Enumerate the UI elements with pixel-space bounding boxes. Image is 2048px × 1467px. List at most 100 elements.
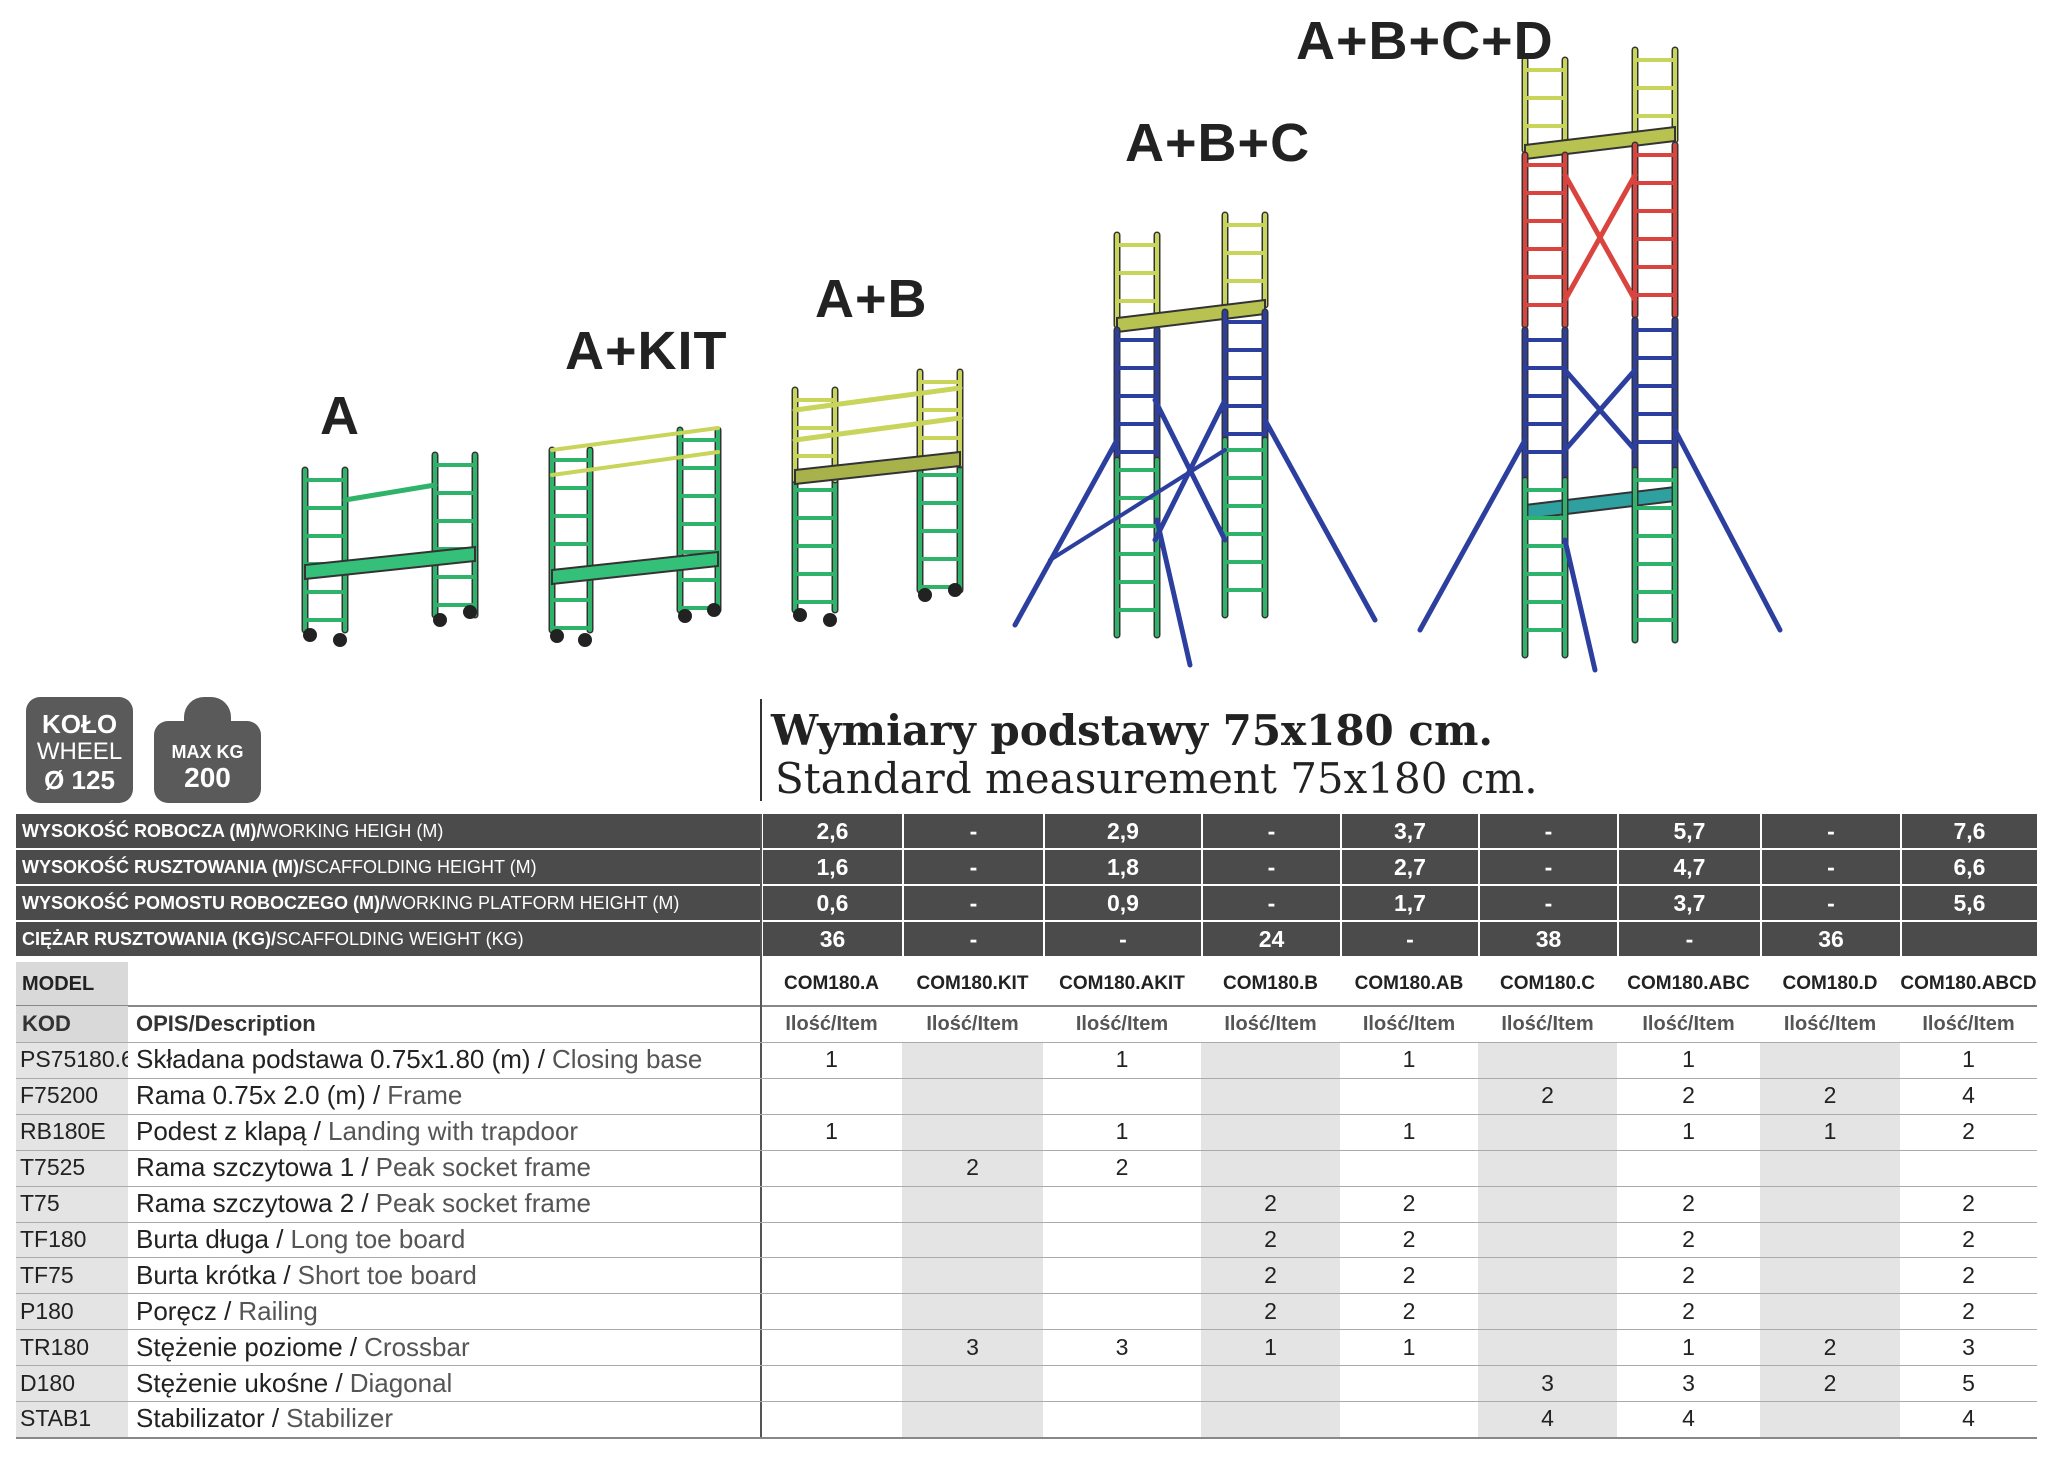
item-qty: 2	[1823, 1082, 1837, 1109]
item-qty: 2	[1962, 1190, 1975, 1217]
item-desc-en: Stabilizer	[286, 1403, 394, 1434]
config-label: A+KIT	[565, 321, 728, 381]
model-name: COM180.B	[1222, 973, 1319, 994]
item-qty: 1	[1682, 1118, 1695, 1145]
weight-body: MAX KG 200	[154, 721, 261, 803]
item-desc-en: Peak socket frame	[375, 1152, 591, 1183]
spec-label: WYSOKOŚĆ ROBOCZA (M)/WORKING HEIGH (M)	[16, 814, 761, 848]
item-desc: Stabilizator / Stabilizer	[136, 1401, 761, 1437]
row-line	[16, 1149, 2037, 1151]
item-code: F75200	[20, 1082, 99, 1109]
item-qty: 2	[1682, 1225, 1695, 1252]
item-desc-en: Crossbar	[364, 1331, 470, 1362]
spec-value: 24	[1203, 922, 1340, 956]
item-header: Ilość/Item	[1501, 1012, 1594, 1035]
item-qty: 2	[1264, 1261, 1277, 1288]
spec-value: -	[1762, 850, 1900, 884]
row-line	[16, 1401, 2037, 1402]
item-desc: Podest z klapą / Landing with trapdoor	[136, 1114, 761, 1150]
spec-value: 4,7	[1619, 850, 1760, 884]
row-line	[16, 1293, 2037, 1295]
badge-text: KOŁO	[41, 709, 118, 739]
spec-value: -	[1203, 814, 1340, 848]
frame-tube	[1562, 172, 1638, 303]
model-name: COM180.AB	[1354, 973, 1464, 994]
item-qty: 1	[1823, 1118, 1837, 1145]
wheel	[463, 605, 477, 619]
spec-value: 7,6	[1902, 814, 2037, 848]
item-desc-pl: Składana podstawa 0.75x1.80 (m) /	[136, 1044, 546, 1075]
divider	[760, 699, 762, 801]
spec-value: 6,6	[1902, 850, 2037, 884]
item-code: TF75	[20, 1261, 74, 1288]
item-desc-en: Peak socket frame	[375, 1188, 591, 1219]
item-header: Ilość/Item	[1075, 1012, 1169, 1035]
badge-text: MAX KG	[171, 742, 244, 762]
platform	[551, 550, 719, 586]
spec-value: 5,7	[1619, 814, 1760, 848]
row-line	[16, 1436, 2037, 1439]
spec-value	[1902, 922, 2037, 956]
spec-value: -	[1480, 886, 1617, 920]
item-header: Ilość/Item	[1783, 1012, 1877, 1035]
item-qty: 1	[1264, 1333, 1277, 1360]
spec-label-pl: CIĘŻAR RUSZTOWANIA (KG)/	[22, 928, 276, 949]
item-desc-pl: Stężenie poziome /	[136, 1331, 358, 1362]
item-qty: 4	[1682, 1405, 1695, 1432]
frame-tube	[1562, 367, 1638, 453]
spec-value: -	[1480, 814, 1617, 848]
spec-value: -	[1619, 922, 1760, 956]
item-qty: 2	[1402, 1261, 1416, 1288]
item-qty: 2	[1962, 1261, 1975, 1288]
platform	[304, 545, 476, 581]
item-desc: Rama szczytowa 1 /Peak socket frame	[136, 1150, 761, 1186]
item-desc-en: Diagonal	[349, 1367, 453, 1398]
item-qty: 1	[1682, 1046, 1695, 1073]
spec-value: 5,6	[1902, 886, 2037, 920]
item-header: Ilość/Item	[1362, 1012, 1456, 1035]
item-qty: 3	[966, 1333, 979, 1360]
kod-label: KOD	[16, 1006, 128, 1042]
item-desc-en: Frame	[387, 1080, 463, 1111]
item-qty: 2	[1823, 1333, 1837, 1360]
item-desc-en: Short toe board	[297, 1259, 477, 1290]
spec-value: -	[1762, 814, 1900, 848]
spec-label: CIĘŻAR RUSZTOWANIA (KG)/SCAFFOLDING WEIG…	[16, 922, 761, 956]
opis-label: OPIS/Description	[136, 1011, 316, 1036]
spec-value: -	[1762, 886, 1900, 920]
item-qty: 2	[1682, 1297, 1695, 1324]
spec-label: WYSOKOŚĆ RUSZTOWANIA (M)/SCAFFOLDING HEI…	[16, 850, 761, 884]
spec-value: -	[904, 850, 1043, 884]
item-code: T75	[20, 1190, 60, 1217]
item-code: D180	[20, 1369, 75, 1396]
spec-value: 1,6	[763, 850, 902, 884]
frame-tube	[1154, 517, 1193, 668]
item-desc: Rama 0.75x 2.0 (m) / Frame	[136, 1078, 761, 1114]
code-column	[16, 1042, 128, 1437]
item-desc: Poręcz / Railing	[136, 1293, 761, 1329]
item-qty: 5	[1962, 1369, 1975, 1396]
frame-tube	[1672, 427, 1783, 633]
item-qty: 1	[1402, 1333, 1416, 1360]
item-header: Ilość/Item	[785, 1012, 878, 1035]
item-qty: 2	[1541, 1082, 1554, 1109]
badge-text: Ø 125	[44, 765, 115, 795]
frame-tube	[342, 482, 438, 503]
model-name: COM180.ABC	[1627, 973, 1750, 994]
item-qty: 1	[1682, 1333, 1695, 1360]
spec-label-pl: WYSOKOŚĆ ROBOCZA (M)/	[22, 820, 262, 841]
item-qty: 2	[1264, 1297, 1277, 1324]
spec-value: 36	[1762, 922, 1900, 956]
item-code: TF180	[20, 1225, 87, 1252]
weight-badge: MAX KG 200	[154, 697, 261, 803]
row-line	[16, 1257, 2037, 1259]
item-desc-pl: Rama szczytowa 2 /	[136, 1188, 369, 1219]
frame-tube	[1417, 437, 1528, 633]
item-qty: 3	[1115, 1333, 1129, 1360]
model-name: COM180.C	[1499, 973, 1596, 994]
item-desc-pl: Burta długa /	[136, 1223, 284, 1254]
item-desc-en: Landing with trapdoor	[328, 1116, 579, 1147]
spec-value: 2,6	[763, 814, 902, 848]
item-code: STAB1	[20, 1405, 92, 1432]
